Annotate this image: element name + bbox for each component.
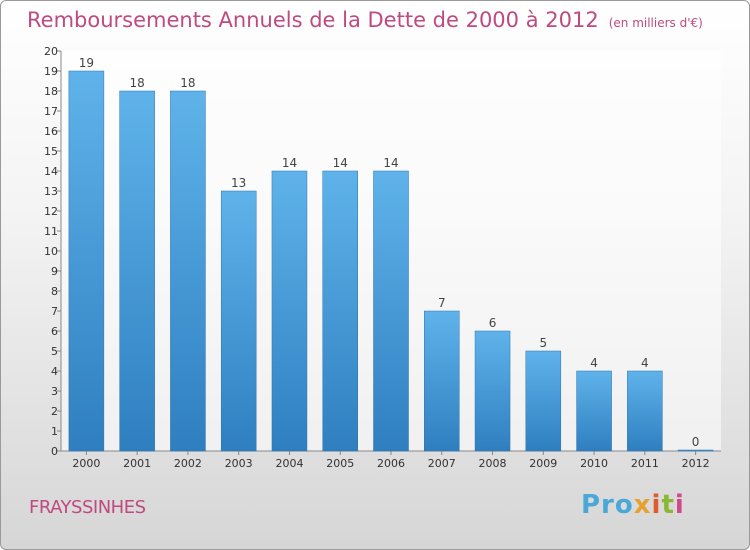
bar-value-label: 14 <box>333 156 348 170</box>
bar <box>474 330 511 452</box>
x-tick-label: 2002 <box>174 457 202 470</box>
y-tick-label: 2 <box>51 405 58 418</box>
x-tick-label: 2011 <box>631 457 659 470</box>
bar-value-label: 4 <box>641 356 649 370</box>
bar-value-label: 13 <box>231 176 246 190</box>
chart-unit: (en milliers d'€) <box>608 16 703 30</box>
bar <box>322 170 358 452</box>
bar-value-label: 4 <box>590 356 598 370</box>
proxiti-logo: Proxiti <box>581 490 685 520</box>
y-tick-label: 10 <box>44 245 58 258</box>
logo-part: x <box>633 490 652 520</box>
y-tick-label: 14 <box>44 165 58 178</box>
bar-value-label: 0 <box>692 435 700 449</box>
x-tick-label: 2008 <box>479 457 507 470</box>
y-tick-label: 11 <box>44 225 58 238</box>
bar-value-label: 19 <box>79 56 94 70</box>
x-tick-label: 2009 <box>529 457 557 470</box>
bar-value-label: 18 <box>130 76 145 90</box>
chart-title: Remboursements Annuels de la Dette de 20… <box>27 8 703 32</box>
bar-labels: 19 18 18 13 14 14 14 7 6 5 4 4 0 <box>79 56 700 449</box>
x-tick-label: 2001 <box>123 457 151 470</box>
x-tick-label: 2005 <box>326 457 354 470</box>
y-tick-label: 0 <box>51 445 58 458</box>
commune-name: FRAYSSINHES <box>29 497 146 518</box>
bar <box>271 170 308 452</box>
y-tick-label: 5 <box>51 345 58 358</box>
bar <box>68 70 105 452</box>
bar <box>170 90 206 452</box>
chart-title-text: Remboursements Annuels de la Dette de 20… <box>27 8 599 32</box>
bar-value-label: 14 <box>383 156 398 170</box>
bar <box>373 170 409 452</box>
y-tick-label: 4 <box>51 365 58 378</box>
bar-value-label: 7 <box>438 296 446 310</box>
x-tick-label: 2010 <box>580 457 608 470</box>
x-tick-label: 2004 <box>275 457 303 470</box>
bar <box>576 370 612 452</box>
y-tick-label: 9 <box>51 265 58 278</box>
bar <box>525 350 562 452</box>
bars <box>68 70 714 452</box>
y-tick-label: 13 <box>44 185 58 198</box>
logo-part: i <box>674 490 685 520</box>
bar <box>424 310 460 452</box>
y-tick-label: 6 <box>51 325 58 338</box>
logo-part: i <box>651 490 662 520</box>
y-tick-label: 17 <box>44 105 58 118</box>
x-tick-label: 2006 <box>377 457 405 470</box>
x-tick-label: 2000 <box>72 457 100 470</box>
bar <box>627 370 663 452</box>
y-tick-label: 8 <box>51 285 58 298</box>
logo-part: Pro <box>581 490 634 520</box>
y-tick-label: 19 <box>44 65 58 78</box>
bar <box>119 90 155 452</box>
x-tick-label: 2007 <box>428 457 456 470</box>
y-tick-label: 7 <box>51 305 58 318</box>
bar-value-label: 18 <box>180 76 195 90</box>
y-tick-label: 15 <box>44 145 58 158</box>
bar <box>220 190 257 452</box>
x-tick-label: 2012 <box>682 457 710 470</box>
y-tick-label: 12 <box>44 205 58 218</box>
y-tick-label: 1 <box>51 425 58 438</box>
x-tick-label: 2003 <box>225 457 253 470</box>
bar-value-label: 5 <box>539 336 547 350</box>
logo-part: t <box>661 490 675 520</box>
y-tick-label: 18 <box>44 85 58 98</box>
bar-value-label: 14 <box>282 156 297 170</box>
y-tick-label: 16 <box>44 125 58 138</box>
y-tick-label: 3 <box>51 385 58 398</box>
x-axis: 2000 2001 2002 2003 2004 2005 2006 2007 2008 2009… <box>61 450 721 470</box>
bar-value-label: 6 <box>489 316 497 330</box>
bar <box>677 449 714 452</box>
y-tick-label: 20 <box>44 45 58 58</box>
